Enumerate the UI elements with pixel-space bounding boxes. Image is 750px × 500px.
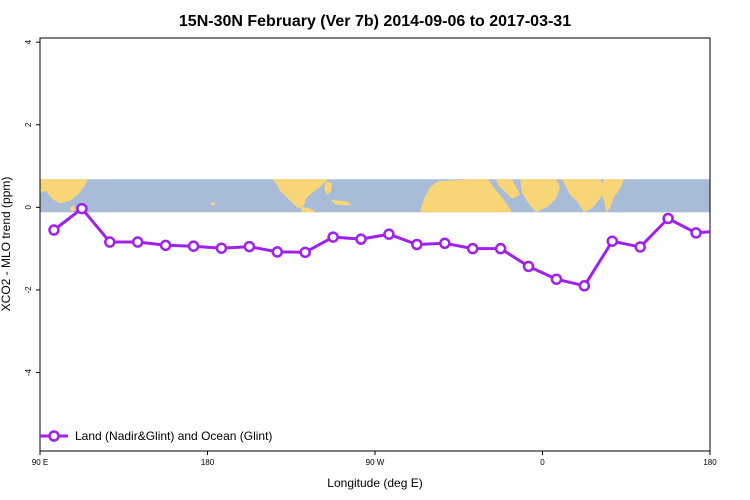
x-tick-label-1: 180: [201, 458, 215, 467]
x-axis-label: Longitude (deg E): [327, 476, 422, 490]
map-land-hawaii: [211, 201, 215, 206]
data-point-8: [271, 246, 284, 258]
x-tick-label-0: 90 E: [32, 458, 48, 467]
data-point-6: [215, 242, 228, 254]
y-axis: -4 -2 0 2 4: [24, 39, 40, 376]
x-axis-top: 180: [703, 458, 717, 467]
x-tick-label-2: 90 W: [366, 458, 385, 467]
y-tick-label-0: -4: [24, 368, 33, 376]
data-point-12: [383, 228, 395, 240]
data-point-23: [690, 227, 702, 239]
data-point-22: [662, 212, 674, 225]
y-tick-label-4: 4: [24, 39, 33, 44]
data-point-20: [606, 235, 619, 247]
y-tick-label-2: 0: [24, 205, 33, 210]
data-point-2: [104, 236, 116, 248]
y-axis-label: XCO2 - MLO trend (ppm): [0, 177, 13, 312]
y-tick-label-1: -2: [24, 286, 33, 294]
data-point-17: [522, 260, 535, 273]
data-point-7: [243, 240, 256, 253]
data-point-15: [466, 242, 479, 255]
map-land-cuba: [330, 199, 352, 206]
map-land-arabia: [520, 179, 560, 213]
data-point-18: [550, 273, 563, 285]
series-group: [48, 202, 728, 292]
legend-label: Land (Nadir&Glint) and Ocean (Glint): [75, 429, 272, 443]
data-point-14: [439, 237, 451, 250]
x-top-tick-label-0: 180: [703, 458, 717, 467]
map-land-southeast-asia: [600, 179, 624, 213]
data-point-13: [411, 238, 423, 251]
map-land-central-america: [300, 206, 316, 213]
map-land-north-america: [272, 179, 328, 209]
legend-marker: [48, 430, 60, 442]
map-land-africa: [420, 179, 512, 213]
data-point-9: [299, 246, 311, 259]
map-land-florida: [324, 181, 332, 195]
data-point-10: [327, 231, 339, 243]
map-band: [40, 179, 710, 213]
map-land-asia-east: [40, 179, 88, 204]
data-point-4: [159, 239, 172, 252]
data-point-11: [355, 233, 367, 245]
series-layer: [48, 202, 728, 292]
data-point-19: [578, 280, 591, 292]
map-land-india: [562, 179, 606, 213]
data-point-5: [187, 240, 200, 252]
data-point-24: [719, 226, 728, 235]
map-land: [40, 179, 624, 213]
data-point-16: [494, 242, 507, 255]
data-point-3: [131, 236, 144, 248]
chart-title: 15N-30N February (Ver 7b) 2014-09-06 to …: [179, 13, 571, 30]
data-point-1: [76, 202, 88, 215]
data-point-21: [634, 241, 646, 253]
data-point-0: [48, 224, 60, 236]
map-land-red-sea-coast: [496, 179, 520, 199]
y-tick-label-3: 2: [24, 122, 33, 127]
map-land-taiwan: [70, 205, 75, 212]
x-tick-label-3: 0: [540, 458, 545, 467]
legend: Land (Nadir&Glint) and Ocean (Glint): [40, 429, 272, 443]
